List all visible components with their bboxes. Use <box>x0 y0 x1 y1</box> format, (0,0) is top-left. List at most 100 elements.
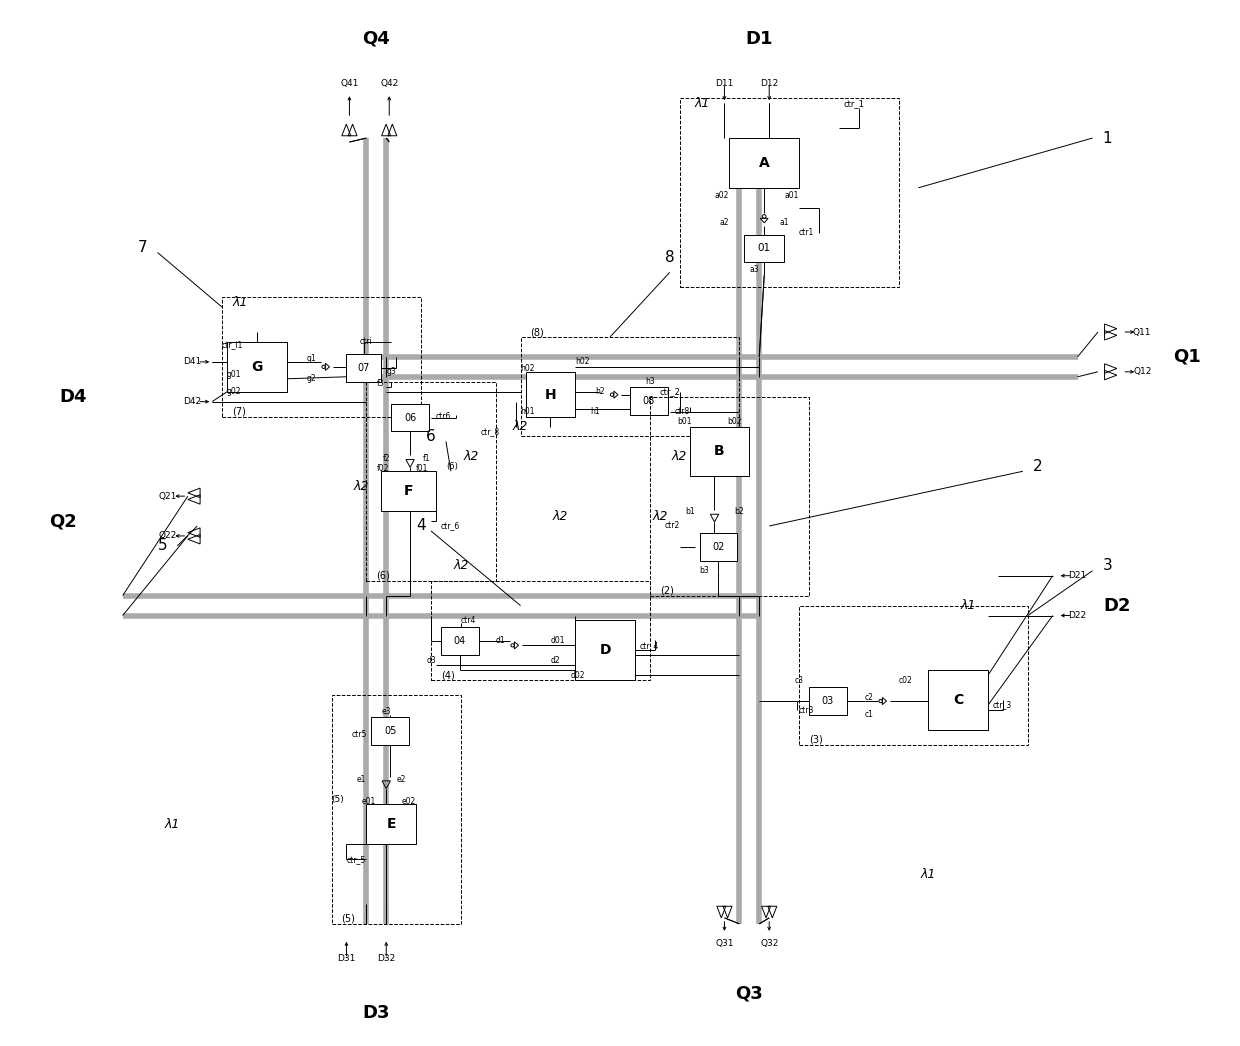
Text: ctr_5: ctr_5 <box>346 855 366 864</box>
Text: (2): (2) <box>660 586 673 595</box>
Text: a3: a3 <box>749 265 759 274</box>
Text: D21: D21 <box>1069 571 1086 581</box>
Text: b02: b02 <box>727 417 742 426</box>
Text: Q3: Q3 <box>735 984 763 1002</box>
Text: C: C <box>954 693 963 707</box>
Text: h02: h02 <box>575 358 590 366</box>
Text: a01: a01 <box>784 191 799 200</box>
Text: Q32: Q32 <box>760 939 779 949</box>
Bar <box>699 533 738 561</box>
Text: 06: 06 <box>404 412 417 423</box>
Text: f01: f01 <box>417 463 429 473</box>
Text: D11: D11 <box>715 78 734 88</box>
Text: Q11: Q11 <box>1133 327 1152 337</box>
Text: D2: D2 <box>1104 596 1131 615</box>
Text: F: F <box>404 484 413 498</box>
Bar <box>222 297 422 416</box>
Text: λ1: λ1 <box>920 867 936 881</box>
Text: f3: f3 <box>376 380 384 388</box>
Text: h1: h1 <box>590 407 600 416</box>
Text: ctr_2: ctr_2 <box>660 387 681 396</box>
Text: (4): (4) <box>441 670 455 680</box>
Bar <box>729 138 799 188</box>
Text: Q41: Q41 <box>340 78 358 88</box>
Text: ctri: ctri <box>360 338 373 346</box>
Text: 08: 08 <box>642 395 655 406</box>
Text: d01: d01 <box>551 636 565 645</box>
Text: c02: c02 <box>899 676 913 685</box>
Text: λ2: λ2 <box>652 509 667 523</box>
Text: D1: D1 <box>745 29 773 47</box>
Text: λ1: λ1 <box>961 599 976 612</box>
Text: Q21: Q21 <box>159 492 176 501</box>
Bar <box>526 371 575 416</box>
Text: 03: 03 <box>822 696 835 706</box>
Text: 01: 01 <box>758 244 771 253</box>
Text: g2: g2 <box>306 374 316 383</box>
Text: D31: D31 <box>337 954 356 963</box>
Bar <box>929 670 988 730</box>
Bar <box>689 427 749 476</box>
Bar <box>808 687 847 715</box>
Text: a1: a1 <box>780 219 789 227</box>
Text: (5): (5) <box>331 795 345 804</box>
Text: Q22: Q22 <box>159 531 176 541</box>
Text: Q1: Q1 <box>1173 348 1200 366</box>
Text: D12: D12 <box>760 78 779 88</box>
Text: 3: 3 <box>1102 559 1112 573</box>
Text: e2: e2 <box>397 775 405 784</box>
Bar <box>227 342 286 391</box>
Bar <box>381 472 436 511</box>
Text: a02: a02 <box>714 191 729 200</box>
Text: f1: f1 <box>423 454 430 462</box>
Text: g1: g1 <box>306 355 316 363</box>
Bar <box>680 98 899 288</box>
Text: ctr6: ctr6 <box>436 412 451 422</box>
Text: (6): (6) <box>446 461 458 471</box>
Text: E: E <box>387 817 396 832</box>
Bar <box>575 620 635 680</box>
Text: (7): (7) <box>232 407 246 416</box>
Text: f02: f02 <box>376 463 388 473</box>
Text: b1: b1 <box>684 506 694 516</box>
Text: d2: d2 <box>551 656 560 665</box>
Text: D32: D32 <box>377 954 396 963</box>
Text: 07: 07 <box>357 363 370 372</box>
Text: e3: e3 <box>382 707 391 717</box>
Text: e1: e1 <box>357 775 366 784</box>
Text: Q31: Q31 <box>715 939 734 949</box>
Text: ctr2: ctr2 <box>665 522 680 530</box>
Text: D42: D42 <box>184 397 201 406</box>
Text: c2: c2 <box>864 692 873 702</box>
Bar <box>744 234 784 263</box>
Text: B: B <box>714 445 725 458</box>
Text: ctr8: ctr8 <box>675 407 689 416</box>
Bar <box>441 628 479 655</box>
Text: a2: a2 <box>719 219 729 227</box>
Bar <box>371 717 409 745</box>
Text: 6: 6 <box>427 429 436 444</box>
Bar <box>392 404 429 432</box>
Text: D41: D41 <box>184 358 201 366</box>
Text: d3: d3 <box>427 656 436 665</box>
Text: (6): (6) <box>376 571 391 581</box>
Text: b3: b3 <box>699 566 709 575</box>
Text: c3: c3 <box>795 676 804 685</box>
Bar <box>630 387 668 414</box>
Text: D: D <box>599 643 611 657</box>
Text: c1: c1 <box>864 710 873 720</box>
Text: λ2: λ2 <box>513 420 528 433</box>
Text: h3: h3 <box>645 378 655 386</box>
Text: (8): (8) <box>531 327 544 337</box>
Text: g02: g02 <box>227 387 242 396</box>
Text: G: G <box>252 360 263 373</box>
Text: ctr_1: ctr_1 <box>843 98 864 108</box>
Text: 04: 04 <box>454 636 466 646</box>
Text: h02: h02 <box>521 364 534 373</box>
Text: b01: b01 <box>677 417 692 426</box>
Text: g01: g01 <box>227 370 242 380</box>
Text: ctr4: ctr4 <box>461 616 476 624</box>
Text: H: H <box>544 388 557 402</box>
Bar <box>432 581 650 680</box>
Text: Q2: Q2 <box>50 511 77 530</box>
